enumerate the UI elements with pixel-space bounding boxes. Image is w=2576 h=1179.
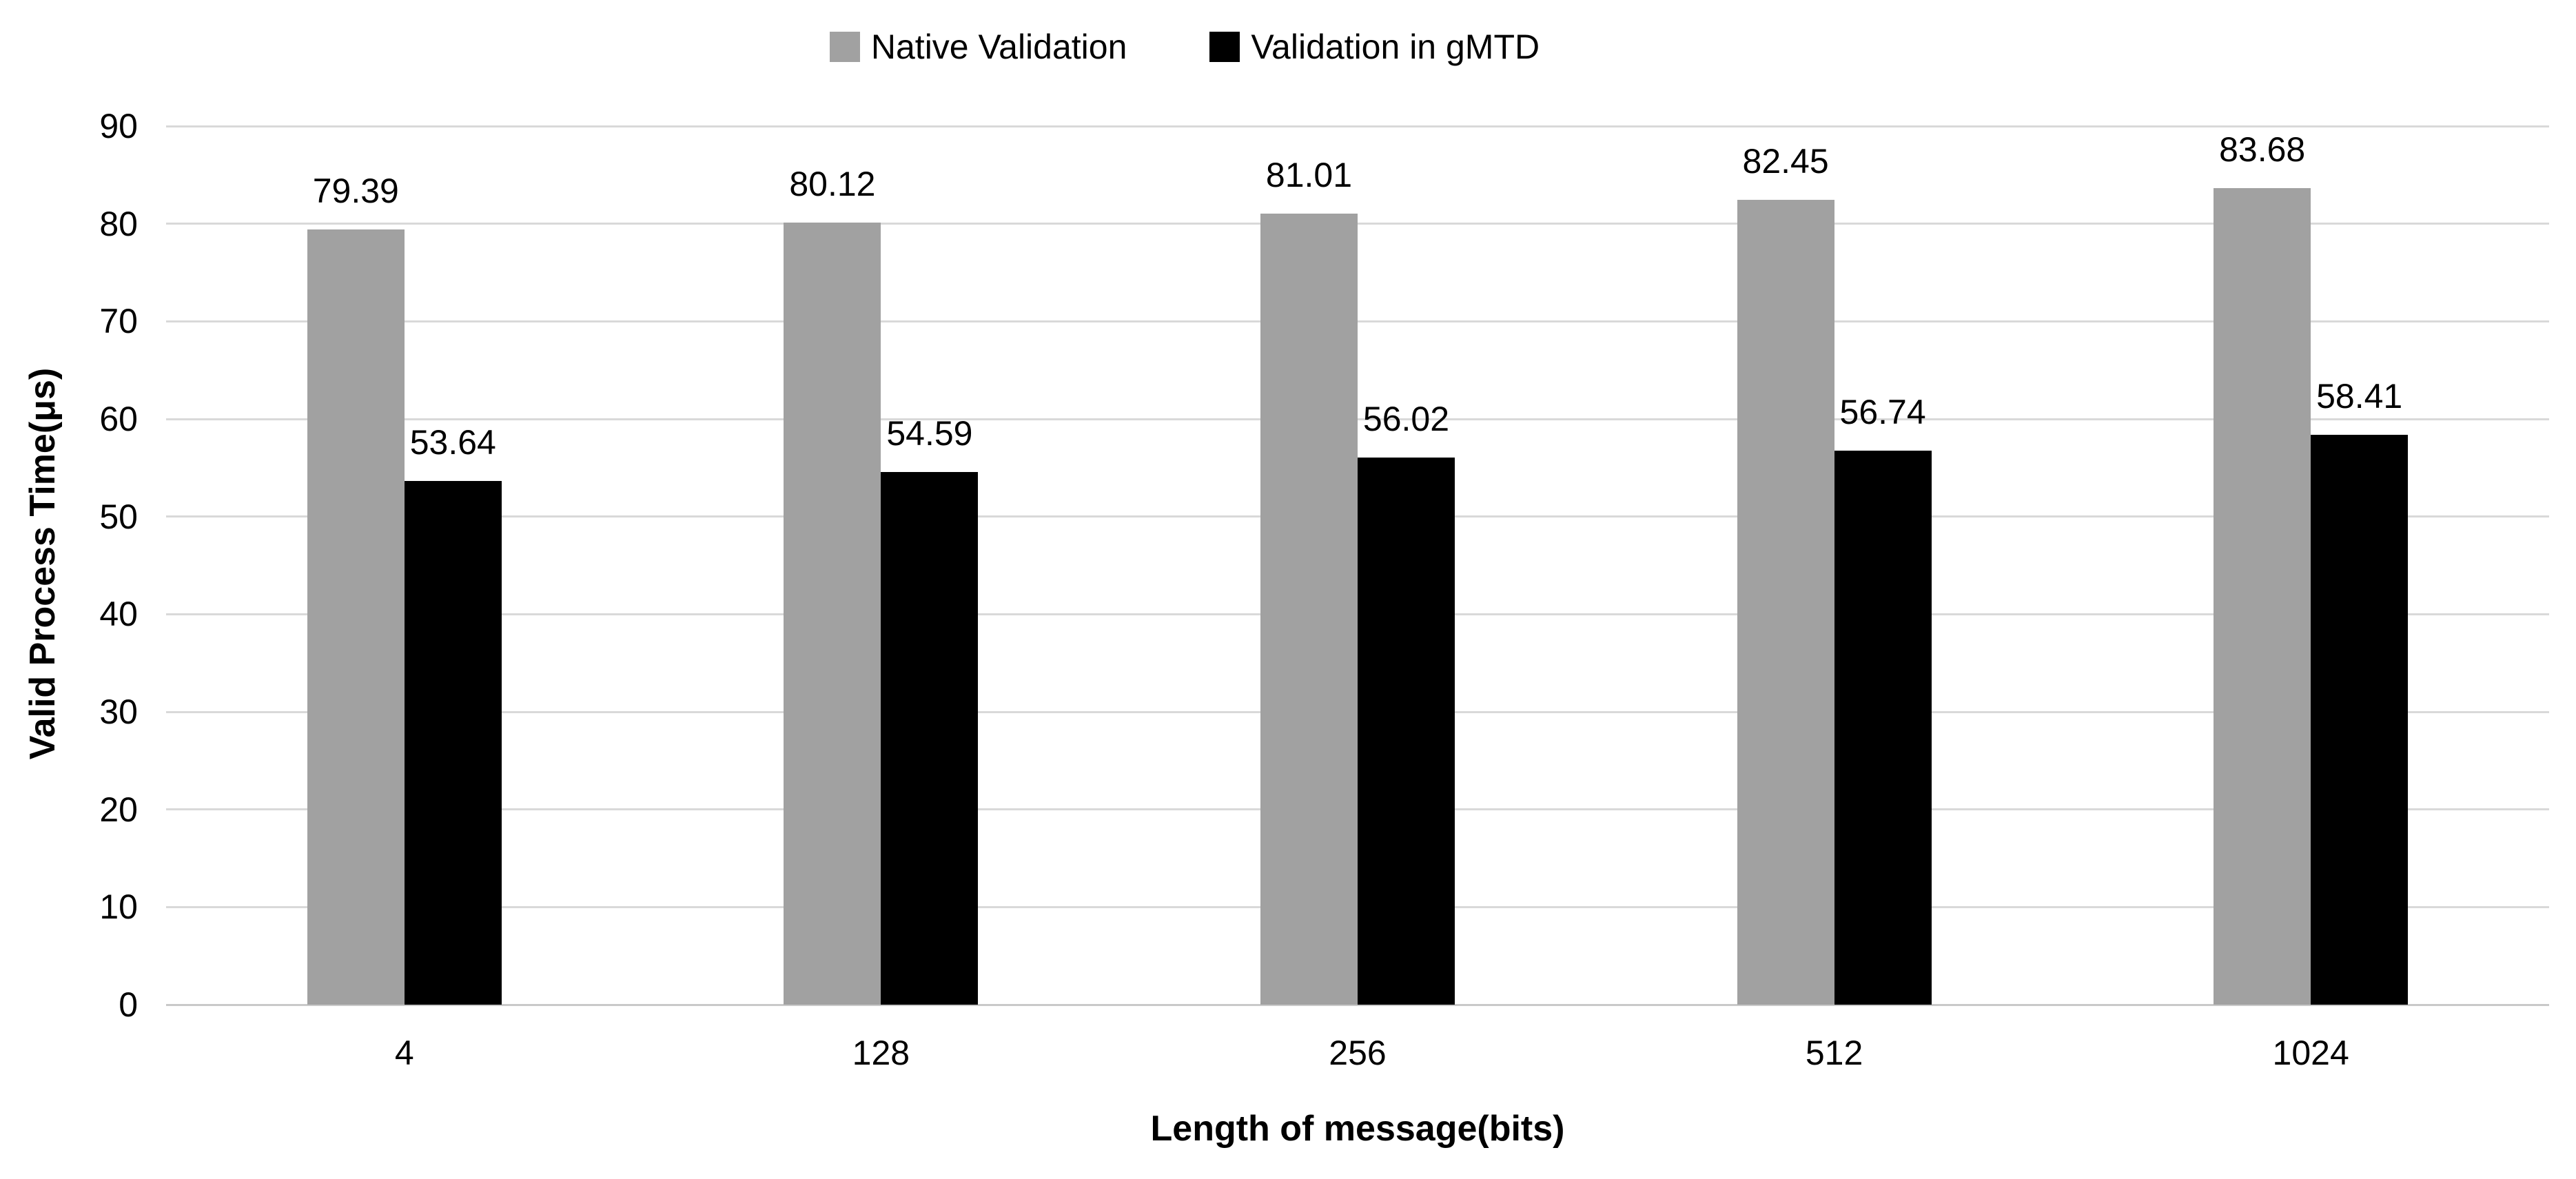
plot-area: 79.39 53.64 80.12 54.59 81.01 56.02 82.45 56.74… <box>166 125 2549 1006</box>
bar-native-validation-128: 80.12 <box>784 165 881 1005</box>
x-axis-title: Length of message(bits) <box>1150 1109 1565 1149</box>
x-tick-label-256: 256 <box>1329 1034 1387 1072</box>
gridline-90 <box>166 125 2549 127</box>
chart-legend: Native Validation Validation in gMTD <box>0 26 2576 68</box>
gridline-80 <box>166 223 2549 225</box>
bar-native-validation-512: 82.45 <box>1737 142 1834 1005</box>
y-tick-label-0: 0 <box>119 985 138 1024</box>
gridline-60 <box>166 418 2549 420</box>
bar-value-label: 56.74 <box>1839 393 1926 432</box>
x-tick-label-128: 128 <box>852 1034 910 1072</box>
y-tick-label-30: 30 <box>99 693 138 731</box>
legend-item-validation-in-gmtd: Validation in gMTD <box>1209 26 1540 68</box>
bar-group-128: 80.12 54.59 <box>643 126 1120 1005</box>
y-tick-label-40: 40 <box>99 595 138 634</box>
y-axis-tick-labels: 0 10 20 30 40 50 60 70 80 90 <box>0 109 138 1022</box>
x-axis-tick-labels: 4 128 256 512 1024 <box>166 1032 2549 1074</box>
bar-value-label: 82.45 <box>1742 141 1829 181</box>
legend-swatch-black <box>1209 32 1240 62</box>
bar-value-label: 58.41 <box>2316 376 2403 416</box>
gridline-70 <box>166 320 2549 322</box>
bar-value-label: 83.68 <box>2219 130 2306 169</box>
bar-native-validation-1024: 83.68 <box>2214 130 2311 1005</box>
y-tick-label-60: 60 <box>99 400 138 438</box>
y-tick-label-90: 90 <box>99 107 138 145</box>
legend-swatch-gray <box>829 32 860 62</box>
legend-label-native-validation: Native Validation <box>870 28 1127 66</box>
y-tick-label-50: 50 <box>99 497 138 536</box>
x-tick-label-1024: 1024 <box>2272 1034 2349 1072</box>
bar-value-label: 80.12 <box>789 164 876 203</box>
bar-group-1024: 83.68 58.41 <box>2072 126 2549 1005</box>
bar-group-4: 79.39 53.64 <box>166 126 643 1005</box>
y-tick-label-80: 80 <box>99 204 138 243</box>
bar-validation-in-gmtd-4: 53.64 <box>404 424 502 1005</box>
bar-value-label: 79.39 <box>312 172 399 211</box>
y-tick-label-10: 10 <box>99 888 138 927</box>
bar-value-label: 81.01 <box>1265 156 1353 195</box>
bar-group-512: 82.45 56.74 <box>1596 126 2073 1005</box>
bar-validation-in-gmtd-128: 54.59 <box>881 414 979 1005</box>
bar-value-label: 54.59 <box>886 413 973 453</box>
bar-value-label: 56.02 <box>1362 400 1450 439</box>
bar-groups: 79.39 53.64 80.12 54.59 81.01 56.02 82.45 56.74… <box>166 126 2549 1005</box>
gridline-0 <box>166 1003 2549 1006</box>
bar-native-validation-256: 81.01 <box>1260 156 1358 1005</box>
x-tick-label-512: 512 <box>1805 1034 1863 1072</box>
bar-native-validation-4: 79.39 <box>307 172 405 1005</box>
y-tick-label-20: 20 <box>99 790 138 829</box>
y-tick-label-70: 70 <box>99 302 138 341</box>
bar-validation-in-gmtd-1024: 58.41 <box>2311 377 2409 1005</box>
x-tick-label-4: 4 <box>394 1034 414 1072</box>
bar-validation-in-gmtd-512: 56.74 <box>1834 393 1932 1005</box>
legend-item-native-validation: Native Validation <box>829 26 1127 68</box>
bar-validation-in-gmtd-256: 56.02 <box>1357 400 1455 1005</box>
bar-group-256: 81.01 56.02 <box>1119 126 1596 1005</box>
legend-label-validation-in-gmtd: Validation in gMTD <box>1251 28 1540 66</box>
legend-row: Native Validation Validation in gMTD <box>829 26 1540 68</box>
bar-value-label: 53.64 <box>409 423 496 462</box>
